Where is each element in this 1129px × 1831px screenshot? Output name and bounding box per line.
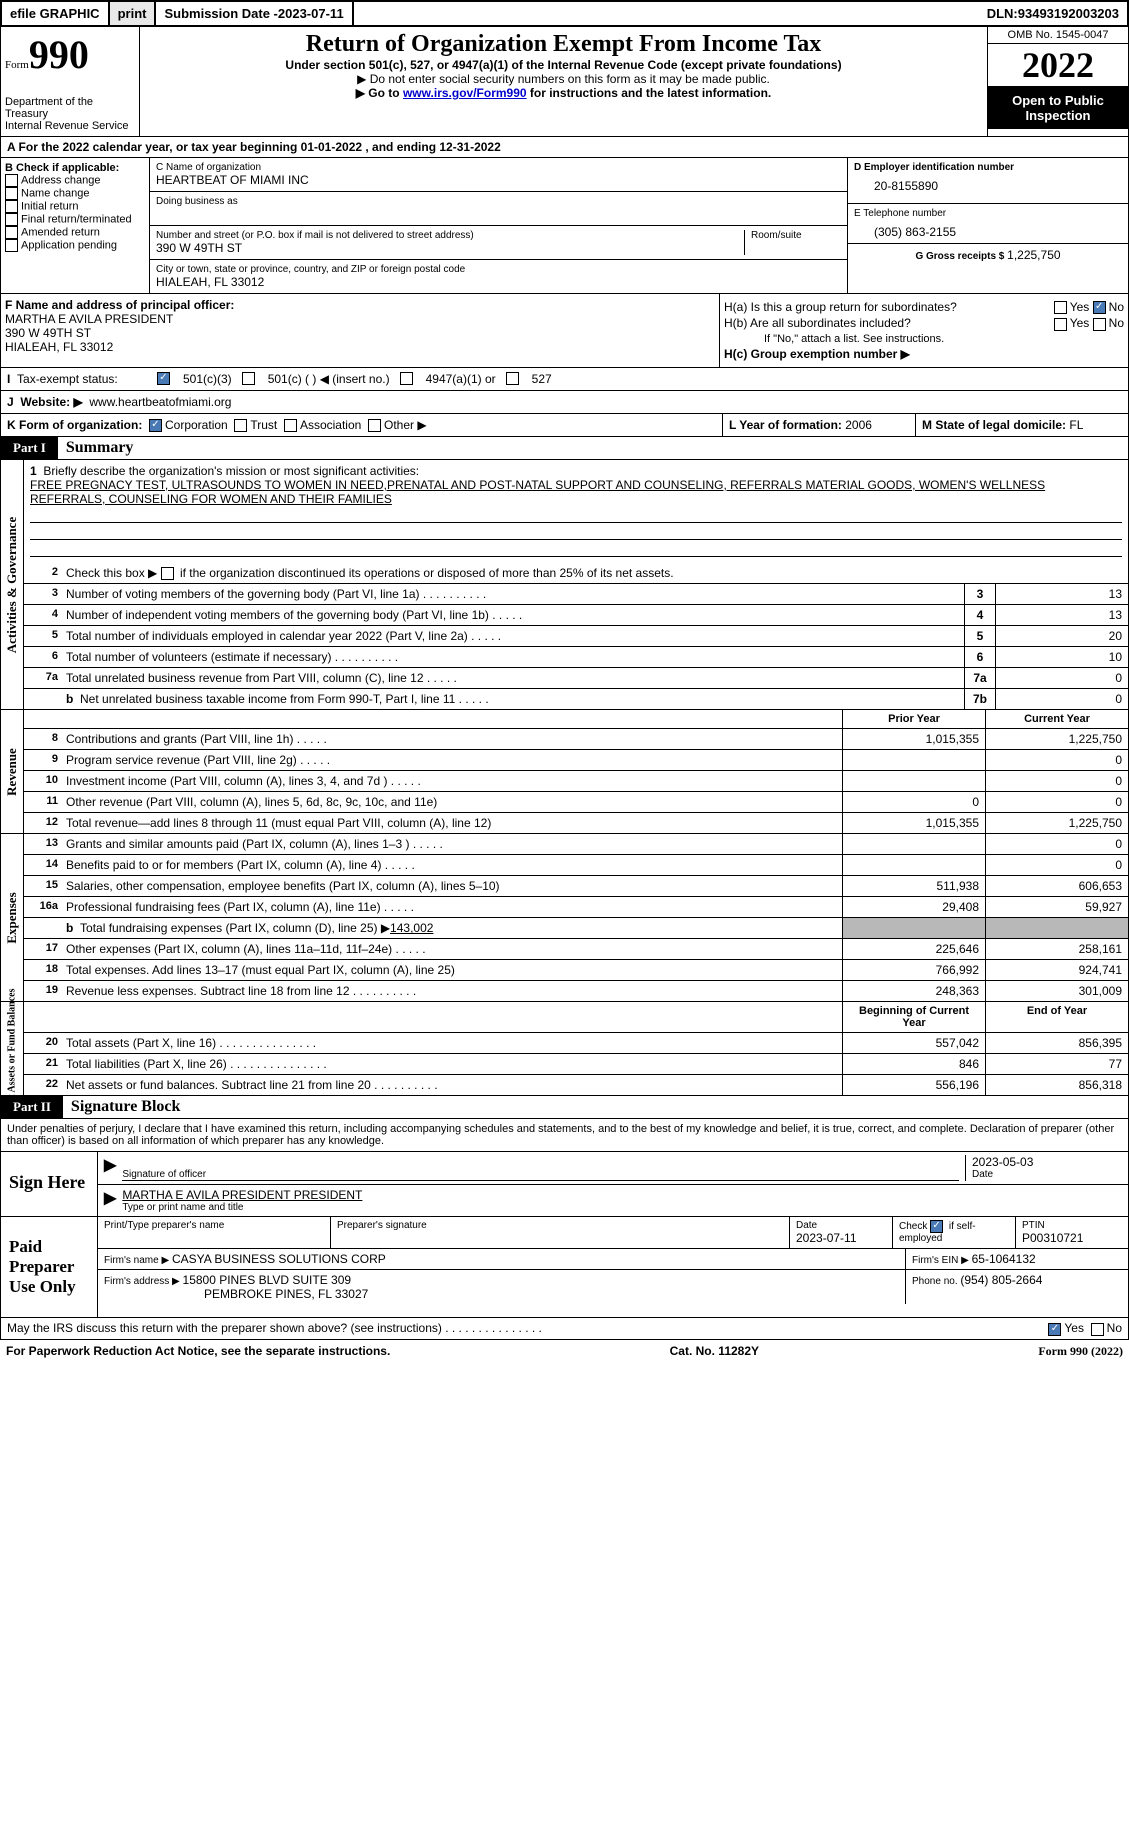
block-f-h: F Name and address of principal officer:…: [0, 294, 1129, 368]
footer: For Paperwork Reduction Act Notice, see …: [0, 1340, 1129, 1363]
form-header: Form990 Department of the Treasury Inter…: [0, 27, 1129, 137]
arrow-icon: ▶: [104, 1188, 116, 1213]
checkbox-501c3[interactable]: [157, 372, 170, 385]
submission-date: Submission Date - 2023-07-11: [156, 2, 353, 25]
ein: 20-8155890: [854, 173, 1122, 199]
checkbox-yes[interactable]: [1048, 1323, 1061, 1336]
row-k-l-m: K Form of organization: Corporation Trus…: [0, 414, 1129, 437]
part1-header: Part I Summary: [0, 437, 1129, 460]
checkbox-amended[interactable]: [5, 226, 18, 239]
form-title: Return of Organization Exempt From Incom…: [144, 31, 983, 58]
checkbox-pending[interactable]: [5, 239, 18, 252]
section-net-assets: Net Assets or Fund Balances Beginning of…: [0, 1002, 1129, 1096]
checkbox-no[interactable]: [1093, 301, 1106, 314]
row-a: A For the 2022 calendar year, or tax yea…: [0, 137, 1129, 158]
irs-link[interactable]: www.irs.gov/Form990: [403, 86, 527, 100]
row-tax-status: I Tax-exempt status: 501(c)(3) 501(c) ( …: [0, 368, 1129, 391]
topbar: efile GRAPHIC print Submission Date - 20…: [0, 0, 1129, 27]
dln: DLN: 93493192003203: [979, 2, 1127, 25]
row-website: J Website: ▶ www.heartbeatofmiami.org: [0, 391, 1129, 414]
checkbox-address[interactable]: [5, 174, 18, 187]
arrow-icon: ▶: [104, 1155, 116, 1181]
block-b-c-d: B Check if applicable: Address change Na…: [0, 158, 1129, 294]
checkbox-name[interactable]: [5, 187, 18, 200]
org-name: HEARTBEAT OF MIAMI INC: [156, 173, 841, 187]
signature-block: Under penalties of perjury, I declare th…: [0, 1119, 1129, 1339]
tax-year: 2022: [988, 44, 1128, 87]
checkbox-initial[interactable]: [5, 200, 18, 213]
part2-header: Part II Signature Block: [0, 1096, 1129, 1119]
section-activities: Activities & Governance 1 Briefly descri…: [0, 460, 1129, 710]
checkbox-final[interactable]: [5, 213, 18, 226]
efile-label: efile GRAPHIC: [2, 2, 110, 25]
section-expenses: Expenses 13Grants and similar amounts pa…: [0, 834, 1129, 1002]
print-button[interactable]: print: [110, 2, 157, 25]
section-revenue: Revenue Prior YearCurrent Year 8Contribu…: [0, 710, 1129, 834]
